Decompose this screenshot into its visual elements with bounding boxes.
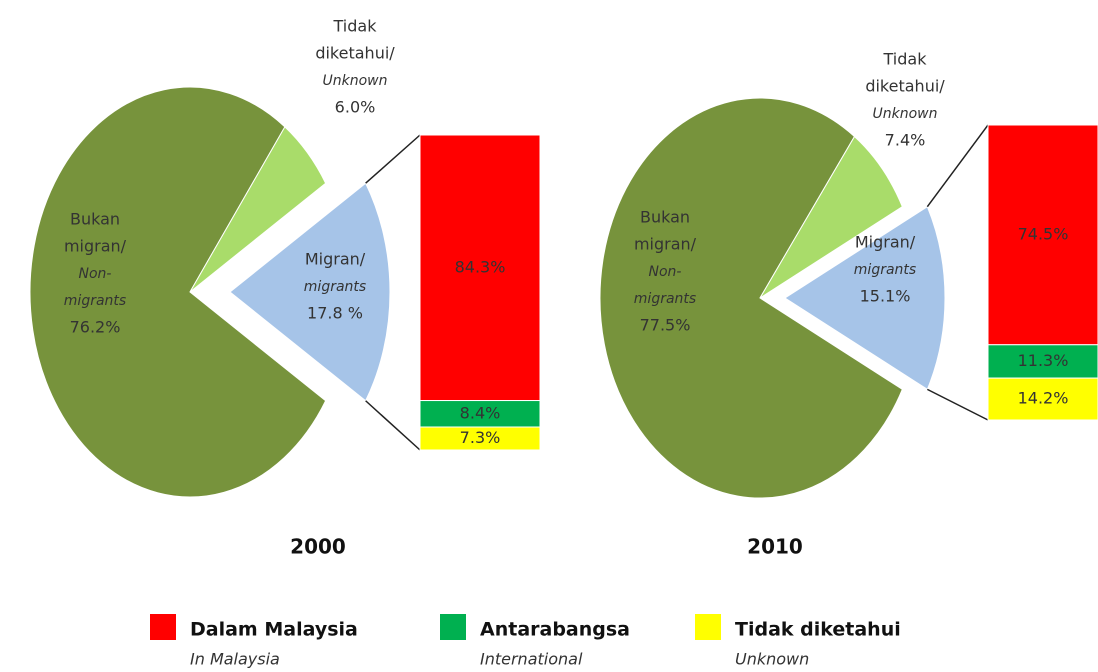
slice-label-en: Unknown bbox=[873, 106, 938, 122]
slice-value-label: 6.0% bbox=[335, 98, 376, 117]
legend-label: Tidak diketahui bbox=[735, 619, 901, 641]
bar-value-label: 7.3% bbox=[460, 428, 501, 447]
bar-segment bbox=[419, 400, 541, 428]
bar-segment bbox=[987, 124, 1098, 346]
connector bbox=[926, 124, 989, 208]
bar-value-label: 84.3% bbox=[455, 257, 506, 276]
slice-label: Tidak bbox=[333, 17, 378, 36]
pie-slice bbox=[189, 126, 327, 293]
chart-title: 2000 bbox=[290, 535, 346, 559]
slice-label-en: migrants bbox=[304, 279, 366, 295]
bar-value-label: 74.5% bbox=[1018, 224, 1069, 243]
slice-label-en: Unknown bbox=[323, 73, 388, 89]
slice-label-en: Non- bbox=[79, 266, 112, 282]
slice-label-en: migrants bbox=[634, 291, 696, 307]
slice-label: Bukan bbox=[640, 208, 690, 227]
legend-sublabel: Unknown bbox=[735, 650, 809, 669]
legend-label: Antarabangsa bbox=[480, 619, 630, 641]
slice-value-label: 7.4% bbox=[885, 131, 926, 150]
bar-segment bbox=[987, 377, 1098, 421]
slice-label-en: migrants bbox=[854, 262, 916, 278]
legend-sublabel: In Malaysia bbox=[190, 650, 280, 669]
bar-value-label: 14.2% bbox=[1018, 389, 1069, 408]
connector bbox=[365, 400, 421, 451]
slice-label: Bukan bbox=[70, 210, 120, 229]
pie-slice bbox=[759, 135, 903, 299]
slice-value-label: 17.8 % bbox=[307, 304, 363, 323]
pie-slice bbox=[29, 86, 327, 498]
legend-sublabel: International bbox=[480, 650, 583, 669]
legend-swatch bbox=[695, 614, 721, 640]
slice-label: diketahui/ bbox=[315, 44, 395, 63]
slice-label: migran/ bbox=[64, 237, 127, 256]
pie-slice bbox=[229, 182, 391, 402]
slice-label: Tidak bbox=[883, 50, 928, 69]
slice-label: diketahui/ bbox=[865, 77, 945, 96]
legend-label: Dalam Malaysia bbox=[190, 619, 358, 641]
bar-segment bbox=[419, 426, 541, 451]
connector bbox=[926, 388, 989, 421]
slice-label: migran/ bbox=[634, 235, 697, 254]
connector bbox=[365, 134, 421, 184]
bar-segment bbox=[419, 134, 541, 402]
pie-slice bbox=[784, 205, 946, 391]
slice-value-label: 77.5% bbox=[640, 316, 691, 335]
legend-swatch bbox=[150, 614, 176, 640]
bar-segment bbox=[987, 344, 1098, 379]
chart-title: 2010 bbox=[747, 535, 803, 559]
slice-value-label: 15.1% bbox=[860, 287, 911, 306]
bar-value-label: 8.4% bbox=[460, 403, 501, 422]
slice-label: Migran/ bbox=[855, 233, 916, 252]
legend-swatch bbox=[440, 614, 466, 640]
slice-label-en: Non- bbox=[649, 264, 682, 280]
bar-value-label: 11.3% bbox=[1018, 351, 1069, 370]
slice-label-en: migrants bbox=[64, 293, 126, 309]
slice-label: Migran/ bbox=[305, 250, 366, 269]
slice-value-label: 76.2% bbox=[70, 318, 121, 337]
pie-slice bbox=[599, 97, 903, 499]
